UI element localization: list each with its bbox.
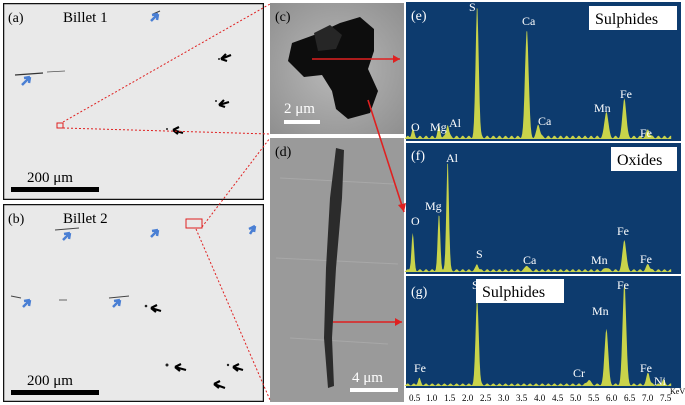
elongated-inclusion (324, 148, 344, 388)
peak-label: Fe (617, 278, 629, 292)
panel-b-title: Billet 2 (63, 211, 108, 227)
panel-b-label: (b) (8, 212, 25, 227)
panel-f-title: Oxides (617, 152, 662, 169)
scale-bar (11, 390, 99, 395)
blue-arrow-icon (21, 75, 32, 86)
peak-label: Mn (591, 253, 608, 267)
peak-label: Mg (425, 199, 442, 213)
peak-label: Mg (430, 120, 447, 134)
panel-e-label: (e) (411, 9, 427, 24)
x-tick: 2.0 (462, 393, 474, 403)
x-tick: 2.5 (480, 393, 492, 403)
peak-label: Cr (573, 366, 585, 380)
peak-label: S (472, 278, 479, 292)
x-tick: 3.0 (498, 393, 510, 403)
x-tick: 7.0 (642, 393, 654, 403)
x-tick: 6.5 (624, 393, 636, 403)
peak-label: Ca (538, 114, 552, 128)
panel-c: (c) 2 μm (270, 3, 404, 134)
peak-label: Al (446, 151, 459, 165)
panel-g-label: (g) (411, 285, 428, 300)
peak-label: Fe (414, 361, 426, 375)
scale-label: 200 μm (27, 373, 73, 389)
panel-f-label: (f) (411, 149, 425, 164)
scale-bar (11, 187, 99, 192)
panel-d-label: (d) (275, 145, 292, 160)
scale-label: 2 μm (284, 101, 315, 117)
peak-label: Fe (640, 126, 652, 140)
zoom-box (56, 122, 64, 129)
x-tick: 5.5 (588, 393, 600, 403)
panel-c-label: (c) (275, 10, 291, 25)
panel-e-title: Sulphides (595, 11, 658, 28)
peak-label: S (469, 0, 476, 14)
peak-label: Fe (640, 361, 652, 375)
inclusion (10, 295, 22, 299)
panel-a-title: Billet 1 (63, 10, 108, 26)
x-tick: 7.5 (660, 393, 672, 403)
scale-bar (350, 388, 398, 392)
inclusion-particle (288, 17, 378, 119)
black-arrow-icon (174, 363, 187, 372)
panel-a: (a) Billet 1 200 μm (3, 3, 264, 200)
x-tick: 0.5 (409, 393, 421, 403)
peak-label: Ni (654, 374, 667, 388)
scale-label: 4 μm (352, 370, 383, 386)
scale-bar (284, 120, 320, 124)
panel-g-title: Sulphides (482, 284, 545, 301)
blue-arrow-icon (112, 298, 122, 308)
blue-arrow-icon (22, 298, 32, 308)
scale-label: 200 μm (27, 170, 73, 186)
inclusion (108, 295, 130, 299)
x-tick: 1.0 (426, 393, 438, 403)
black-arrow-icon (150, 304, 162, 313)
peak-label: Fe (620, 87, 632, 101)
x-tick: 1.5 (444, 393, 456, 403)
inclusion (54, 227, 80, 231)
x-tick: 4.5 (552, 393, 564, 403)
peak-label: S (476, 247, 483, 261)
title-box (589, 6, 677, 30)
peak-label: O (411, 120, 420, 134)
peak-label: Fe (640, 252, 652, 266)
blue-arrow-icon (62, 231, 72, 241)
x-unit: KeV (670, 387, 685, 396)
blue-arrow-icon (150, 228, 160, 238)
peak-label: Ca (523, 253, 537, 267)
peak-label: Fe (617, 224, 629, 238)
inclusion (46, 70, 66, 73)
panel-d: (d) 4 μm (270, 138, 404, 402)
title-box (611, 147, 677, 171)
x-tick: 6.0 (606, 393, 618, 403)
peak-label: O (411, 214, 420, 228)
x-tick: 4.0 (534, 393, 546, 403)
peak-label: Mn (594, 101, 611, 115)
inclusion (14, 72, 44, 76)
title-box (476, 279, 564, 303)
peak-label: Ca (522, 14, 536, 28)
spectrum-peaks (404, 283, 672, 386)
panel-a-label: (a) (8, 11, 24, 26)
panel-b: (b) Billet 2 200 μm (3, 204, 264, 402)
x-tick: 3.5 (516, 393, 528, 403)
micrograph-b (3, 204, 264, 402)
x-tick: 5.0 (570, 393, 582, 403)
peak-label: Mn (592, 304, 609, 318)
peak-label: Al (449, 116, 462, 130)
eds-spectra: (e) (f) (g) Sulphides Oxides Sulphides O… (404, 0, 685, 405)
